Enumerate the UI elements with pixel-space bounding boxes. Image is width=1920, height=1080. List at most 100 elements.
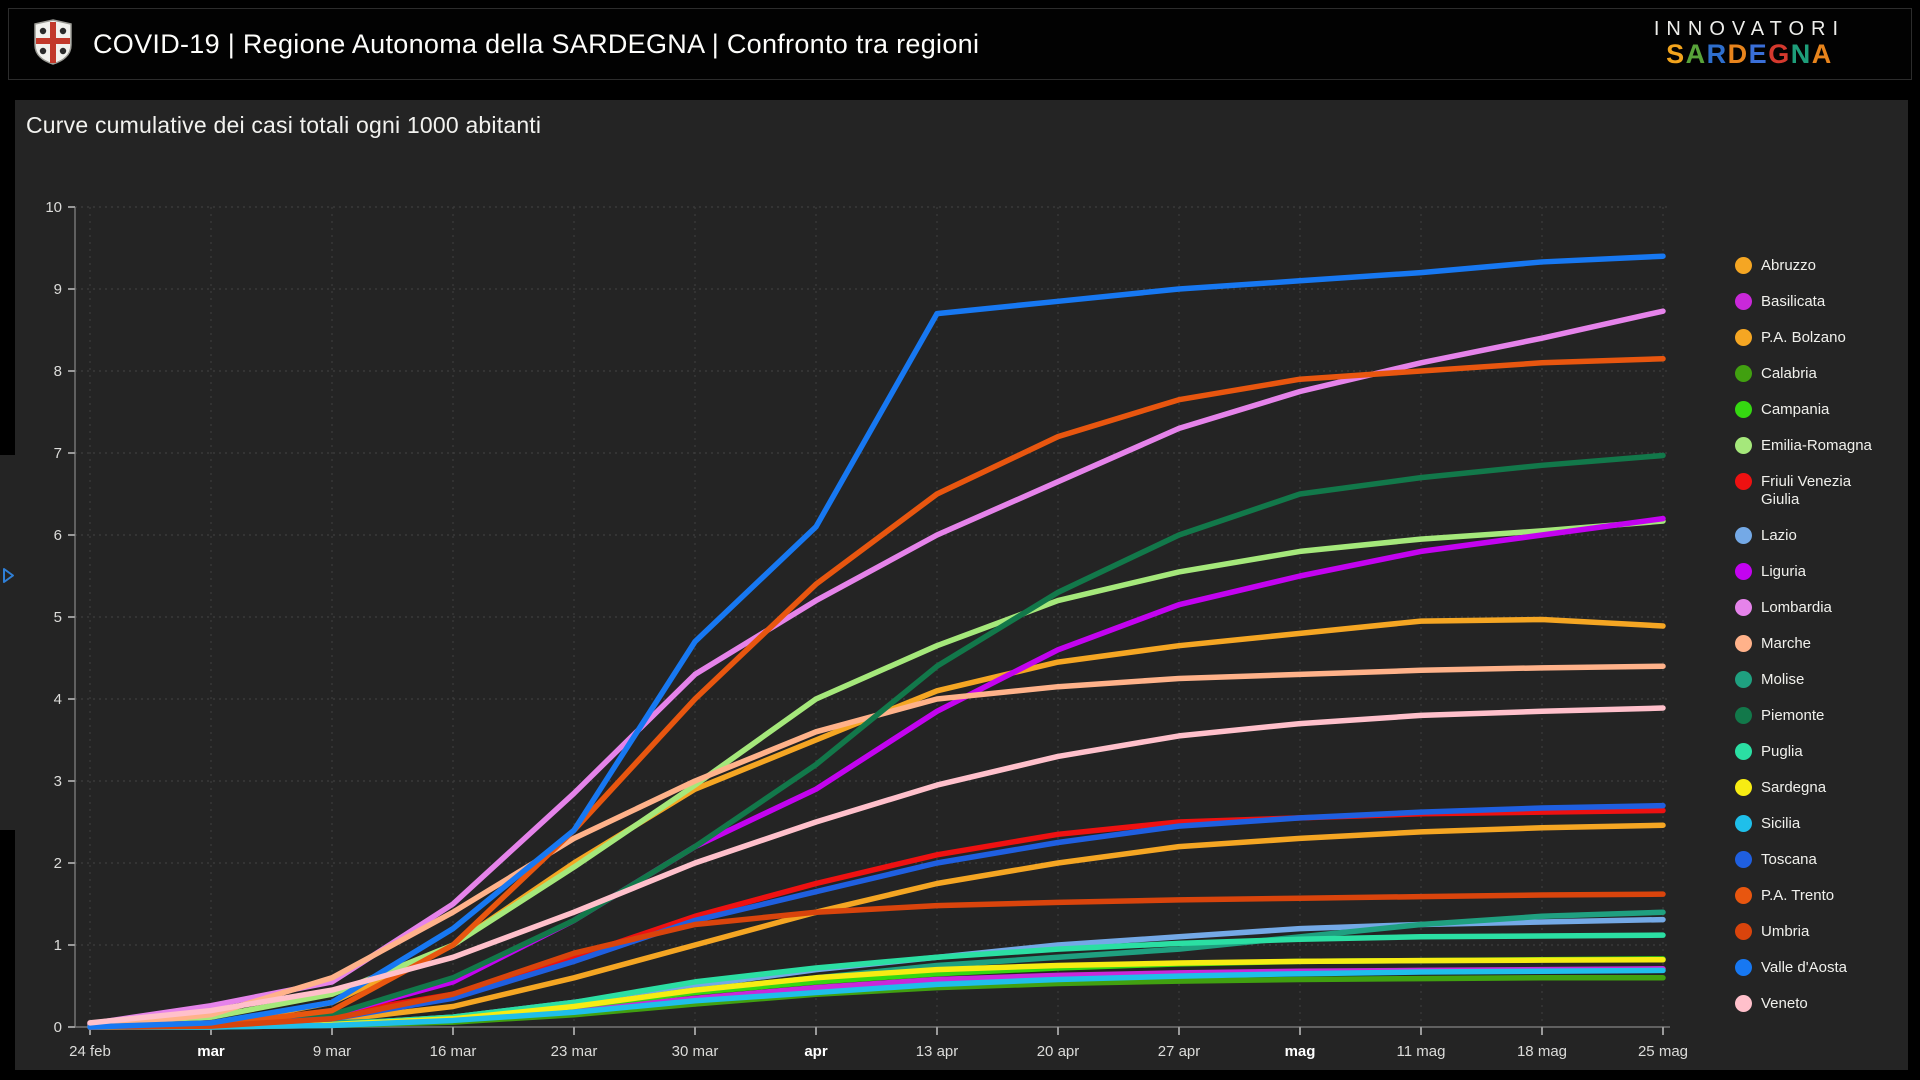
- legend-label: Lombardia: [1761, 599, 1832, 616]
- legend-swatch-abruzzo: [1735, 257, 1752, 274]
- y-axis-label: 8: [54, 363, 62, 380]
- x-axis-label: mar: [197, 1043, 225, 1060]
- legend-label: Emilia-Romagna: [1761, 437, 1872, 454]
- y-axis-label: 3: [54, 773, 62, 790]
- header-title: COVID-19 | Regione Autonoma della SARDEG…: [93, 28, 980, 59]
- y-axis-label: 2: [54, 855, 62, 872]
- legend-swatch-sardegna: [1735, 779, 1752, 796]
- legend-label: Puglia: [1761, 743, 1803, 760]
- chart-panel: Curve cumulative dei casi totali ogni 10…: [15, 100, 1908, 1070]
- y-axis-label: 10: [45, 199, 62, 216]
- legend-label: Toscana: [1761, 851, 1817, 868]
- legend-item-basilicata[interactable]: Basilicata: [1735, 293, 1913, 311]
- series-line-veneto: [87, 705, 1666, 1026]
- legend-item-campania[interactable]: Campania: [1735, 401, 1913, 419]
- legend-label: Campania: [1761, 401, 1830, 418]
- brand-top-text: INNOVATORI: [1653, 18, 1845, 41]
- brand-letter: N: [1790, 39, 1812, 70]
- brand-letter: S: [1666, 39, 1686, 70]
- sardinia-crest-logo: [31, 18, 75, 71]
- legend-swatch-valle-d-aosta: [1735, 959, 1752, 976]
- legend-item-toscana[interactable]: Toscana: [1735, 851, 1913, 869]
- brand-letter: G: [1768, 39, 1791, 70]
- series-line-emilia-romagna: [87, 518, 1666, 1029]
- x-axis-label: 27 apr: [1158, 1043, 1201, 1060]
- y-axis-label: 1: [54, 937, 62, 954]
- x-axis-label: 24 feb: [69, 1043, 111, 1060]
- legend-item-valle-d-aosta[interactable]: Valle d'Aosta: [1735, 959, 1913, 977]
- y-axis-label: 4: [54, 691, 62, 708]
- y-axis-label: 9: [54, 281, 62, 298]
- legend-label: P.A. Bolzano: [1761, 329, 1846, 346]
- x-axis-label: 30 mar: [672, 1043, 719, 1060]
- brand-letter: R: [1706, 39, 1728, 70]
- brand-letter: A: [1685, 39, 1707, 70]
- legend-item-sardegna[interactable]: Sardegna: [1735, 779, 1913, 797]
- legend-swatch-veneto: [1735, 995, 1752, 1012]
- legend-item-emilia-romagna[interactable]: Emilia-Romagna: [1735, 437, 1913, 455]
- legend-label: Veneto: [1761, 995, 1808, 1012]
- legend-item-molise[interactable]: Molise: [1735, 671, 1913, 689]
- legend-swatch-toscana: [1735, 851, 1752, 868]
- chevron-right-icon[interactable]: [2, 567, 15, 584]
- legend-item-piemonte[interactable]: Piemonte: [1735, 707, 1913, 725]
- x-axis-label: apr: [804, 1043, 828, 1060]
- legend-item-liguria[interactable]: Liguria: [1735, 563, 1913, 581]
- legend-item-p-a-bolzano[interactable]: P.A. Bolzano: [1735, 329, 1913, 347]
- y-axis-label: 6: [54, 527, 62, 544]
- legend-item-veneto[interactable]: Veneto: [1735, 995, 1913, 1013]
- legend-item-p-a-trento[interactable]: P.A. Trento: [1735, 887, 1913, 905]
- panel-toggle-strip[interactable]: [0, 455, 17, 830]
- legend-label: Molise: [1761, 671, 1805, 688]
- series-line-sicilia: [87, 967, 1666, 1030]
- y-axis-label: 5: [54, 609, 62, 626]
- legend-label: Valle d'Aosta: [1761, 959, 1847, 976]
- legend-item-abruzzo[interactable]: Abruzzo: [1735, 257, 1913, 275]
- legend-item-lombardia[interactable]: Lombardia: [1735, 599, 1913, 617]
- brand-letter: E: [1748, 39, 1769, 70]
- legend-label: Liguria: [1761, 563, 1807, 580]
- legend-label: Marche: [1761, 635, 1812, 652]
- legend-item-friuli-venezia-giulia[interactable]: Friuli Venezia Giulia: [1735, 473, 1913, 509]
- legend-label: Sardegna: [1761, 779, 1827, 796]
- legend-item-umbria[interactable]: Umbria: [1735, 923, 1913, 941]
- legend-label: Lazio: [1761, 527, 1797, 544]
- y-axis-label: 7: [54, 445, 62, 462]
- legend-item-puglia[interactable]: Puglia: [1735, 743, 1913, 761]
- legend-label: Umbria: [1761, 923, 1810, 940]
- series-line-piemonte: [87, 452, 1666, 1030]
- legend-label: Basilicata: [1761, 293, 1826, 310]
- chart-title: Curve cumulative dei casi totali ogni 10…: [26, 112, 542, 138]
- legend-swatch-p-a-trento: [1735, 887, 1752, 904]
- legend-swatch-piemonte: [1735, 707, 1752, 724]
- legend-item-calabria[interactable]: Calabria: [1735, 365, 1913, 383]
- legend-swatch-umbria: [1735, 923, 1752, 940]
- x-axis-label: 16 mar: [430, 1043, 477, 1060]
- legend-swatch-molise: [1735, 671, 1752, 688]
- legend-label: Friuli Venezia Giulia: [1761, 473, 1852, 508]
- legend-swatch-p-a-bolzano: [1735, 329, 1752, 346]
- x-axis-label: mag: [1285, 1043, 1316, 1060]
- x-axis-label: 18 mag: [1517, 1043, 1567, 1060]
- legend-item-lazio[interactable]: Lazio: [1735, 527, 1913, 545]
- legend: Abruzzo Basilicata P.A. Bolzano Calabria Cam…: [1735, 257, 1913, 1013]
- series-line-liguria: [87, 515, 1666, 1030]
- brand-letter: A: [1811, 39, 1833, 70]
- legend-swatch-lazio: [1735, 527, 1752, 544]
- x-axis-label: 25 mag: [1638, 1043, 1688, 1060]
- legend-item-marche[interactable]: Marche: [1735, 635, 1913, 653]
- legend-swatch-marche: [1735, 635, 1752, 652]
- brand-bottom-text: SARDEGNA: [1654, 40, 1845, 68]
- legend-label: Sicilia: [1761, 815, 1801, 832]
- legend-swatch-sicilia: [1735, 815, 1752, 832]
- legend-swatch-friuli-venezia-giulia: [1735, 473, 1752, 490]
- series-line-p-a-trento: [87, 355, 1666, 1030]
- legend-swatch-campania: [1735, 401, 1752, 418]
- legend-swatch-liguria: [1735, 563, 1752, 580]
- legend-item-sicilia[interactable]: Sicilia: [1735, 815, 1913, 833]
- line-chart: 0 1 2 3 4 5 6 7 8 9 10 24 feb mar 9 mar 16 mar 23 mar 30…: [45, 199, 1688, 1060]
- x-axis-label: 9 mar: [313, 1043, 351, 1060]
- series-line-valle-d-aosta: [87, 253, 1666, 1030]
- series-line-umbria: [87, 891, 1666, 1030]
- y-axis-label: 0: [54, 1019, 62, 1036]
